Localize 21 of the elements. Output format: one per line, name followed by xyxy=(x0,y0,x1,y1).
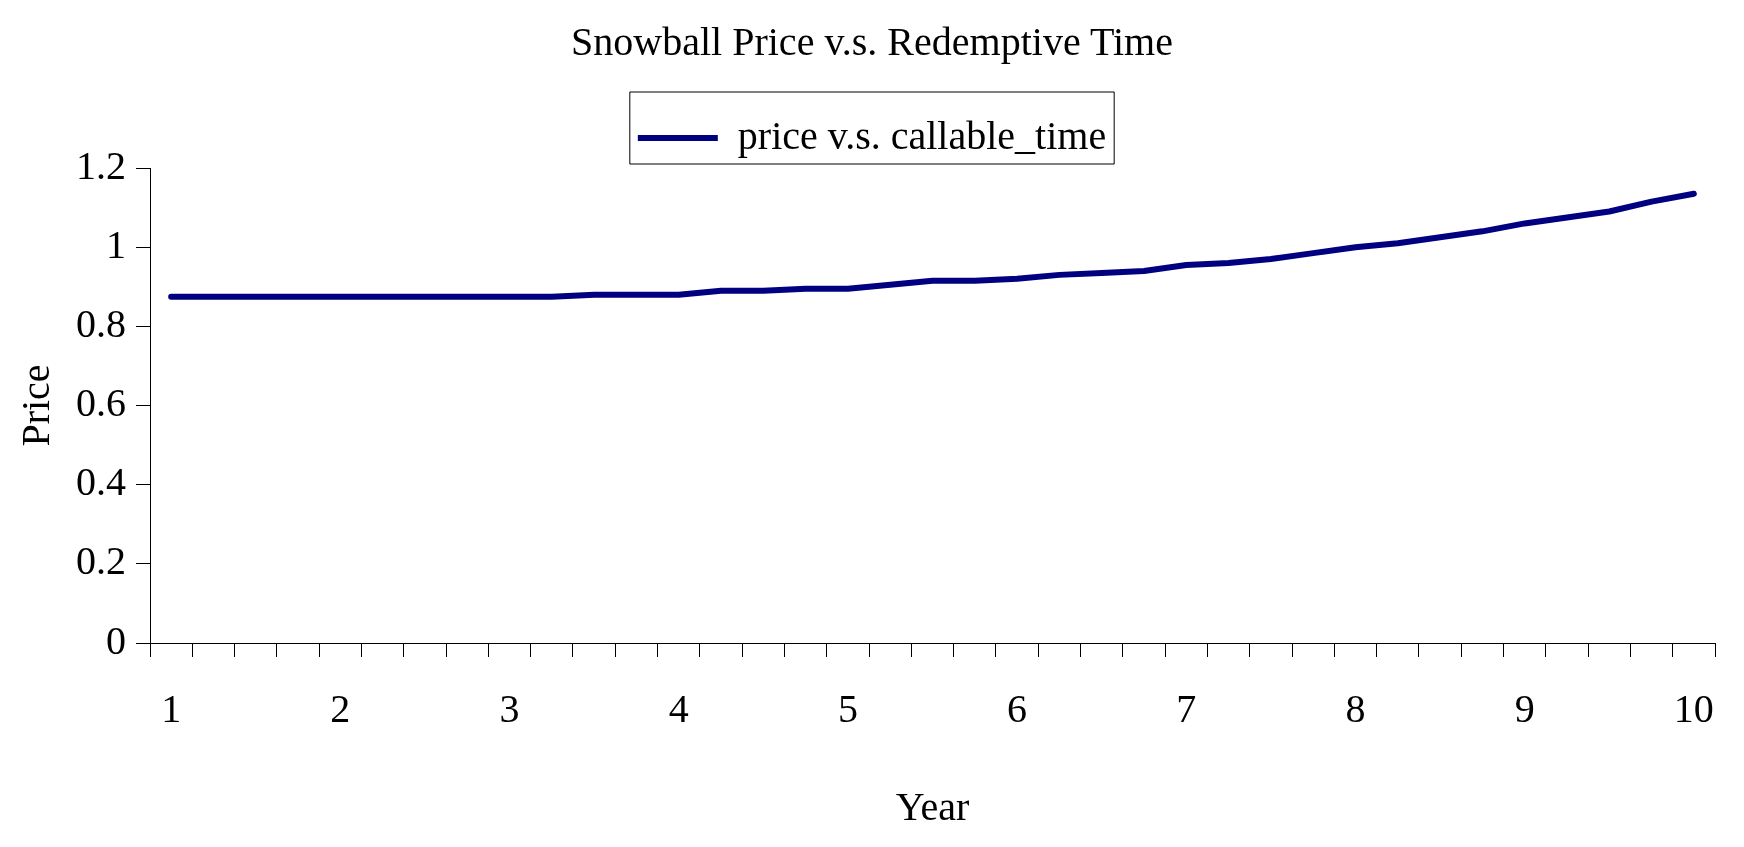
x-tick-label: 8 xyxy=(1345,685,1366,731)
x-tick-label: 3 xyxy=(499,685,520,731)
x-tick-label: 4 xyxy=(668,685,689,731)
x-tick-label: 10 xyxy=(1673,685,1714,731)
x-tick-label: 7 xyxy=(1176,685,1197,731)
y-tick-label: 0.6 xyxy=(76,380,126,425)
y-tick-label: 1.2 xyxy=(76,142,126,188)
x-tick-label: 6 xyxy=(1007,685,1028,731)
y-tick-label: 0.4 xyxy=(76,459,126,505)
y-tick-label: 0.2 xyxy=(76,538,126,584)
y-axis-title: Price xyxy=(12,364,58,447)
chart-title: Snowball Price v.s. Redemptive Time xyxy=(571,18,1173,64)
x-tick-label: 2 xyxy=(330,685,351,731)
x-tick-label: 9 xyxy=(1514,685,1535,731)
y-tick-label: 1 xyxy=(106,221,126,267)
x-tick-label: 1 xyxy=(161,685,182,731)
x-axis-title: Year xyxy=(895,783,970,829)
y-tick-label: 0 xyxy=(106,617,126,663)
x-tick-label: 5 xyxy=(837,685,858,731)
y-tick-label: 0.8 xyxy=(76,300,126,346)
legend-label: price v.s. callable_time xyxy=(737,112,1107,158)
